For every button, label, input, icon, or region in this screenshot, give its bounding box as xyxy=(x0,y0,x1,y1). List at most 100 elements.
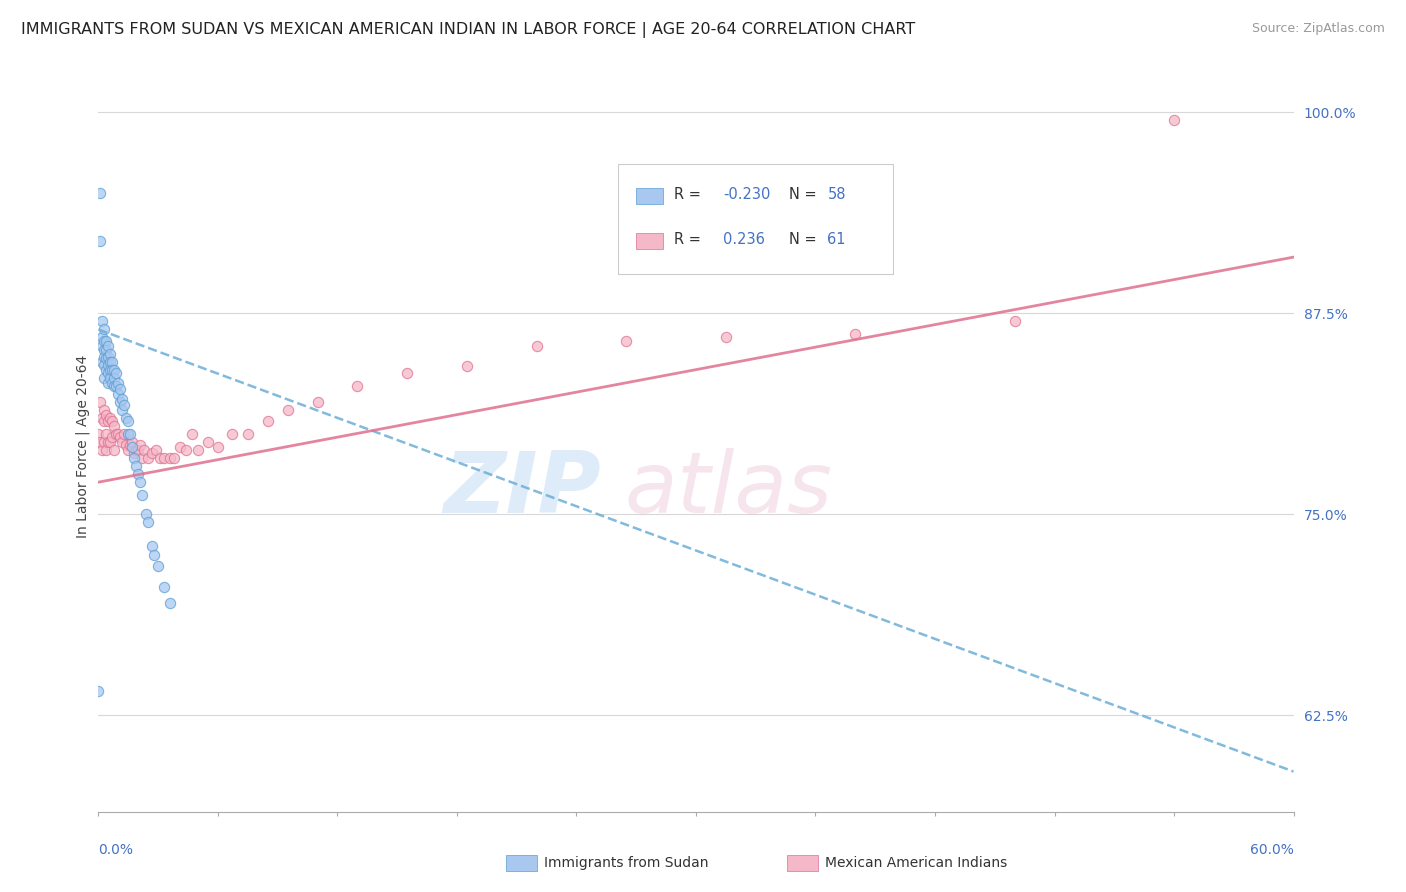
Point xyxy=(96,443,118,458)
Point xyxy=(181,426,204,441)
Point xyxy=(97,434,120,449)
Point xyxy=(236,426,259,441)
Point xyxy=(129,475,152,490)
Point xyxy=(97,338,120,352)
Point xyxy=(141,540,163,554)
Point xyxy=(101,430,124,444)
Point xyxy=(101,354,124,368)
Point xyxy=(93,358,115,372)
Point xyxy=(111,434,134,449)
Point xyxy=(91,443,114,458)
Point xyxy=(121,434,143,449)
Text: Immigrants from Sudan: Immigrants from Sudan xyxy=(544,855,709,870)
Point xyxy=(91,338,114,352)
Text: 0.0%: 0.0% xyxy=(98,843,134,857)
Point xyxy=(100,346,122,360)
Text: 0.236: 0.236 xyxy=(724,232,765,247)
Point xyxy=(89,186,111,200)
Point xyxy=(117,443,139,458)
Point xyxy=(124,446,146,460)
Point xyxy=(93,414,115,428)
Text: Source: ZipAtlas.com: Source: ZipAtlas.com xyxy=(1251,22,1385,36)
Point xyxy=(148,558,170,573)
Point xyxy=(307,394,329,409)
Point xyxy=(346,378,368,392)
Point xyxy=(125,443,148,458)
Point xyxy=(93,350,115,364)
Point xyxy=(103,362,125,376)
Point xyxy=(111,402,134,417)
Point xyxy=(96,362,118,376)
Point xyxy=(89,434,111,449)
Point xyxy=(96,351,118,366)
Text: -0.230: -0.230 xyxy=(724,187,770,202)
Point xyxy=(526,338,548,352)
Point xyxy=(1004,314,1026,328)
Point xyxy=(112,398,135,412)
Point xyxy=(100,362,122,376)
Point xyxy=(159,596,181,610)
Y-axis label: In Labor Force | Age 20-64: In Labor Force | Age 20-64 xyxy=(76,354,90,538)
Point xyxy=(100,434,122,449)
Point xyxy=(207,440,229,454)
Point xyxy=(174,443,197,458)
Point xyxy=(145,443,167,458)
Point xyxy=(96,426,118,441)
Point xyxy=(96,334,118,348)
Point xyxy=(221,426,243,441)
Point xyxy=(187,443,209,458)
Text: atlas: atlas xyxy=(624,449,832,532)
Point xyxy=(256,414,278,428)
Text: ZIP: ZIP xyxy=(443,449,600,532)
Point xyxy=(97,350,120,364)
Point xyxy=(107,386,129,401)
FancyBboxPatch shape xyxy=(619,164,893,274)
Point xyxy=(103,370,125,384)
Point xyxy=(93,402,115,417)
Point xyxy=(112,426,135,441)
Point xyxy=(96,343,118,358)
Point xyxy=(131,451,153,466)
Point xyxy=(120,426,142,441)
Point xyxy=(110,430,132,444)
Text: R =: R = xyxy=(675,187,706,202)
Point xyxy=(153,451,176,466)
Point xyxy=(87,426,110,441)
Point xyxy=(115,438,138,452)
Point xyxy=(197,434,219,449)
Point xyxy=(614,334,637,348)
Point xyxy=(127,443,149,458)
Point xyxy=(96,408,118,422)
Point xyxy=(89,234,111,248)
Point xyxy=(93,370,115,384)
Point xyxy=(117,414,139,428)
Point xyxy=(103,443,125,458)
Point xyxy=(103,378,125,392)
Point xyxy=(107,376,129,390)
Point xyxy=(456,359,478,374)
Point xyxy=(89,394,111,409)
Point xyxy=(149,451,172,466)
Point xyxy=(115,410,138,425)
Point xyxy=(1163,113,1185,128)
FancyBboxPatch shape xyxy=(637,188,662,204)
Point xyxy=(121,440,143,454)
Point xyxy=(101,414,124,428)
Point xyxy=(101,376,124,390)
Point xyxy=(129,438,152,452)
Point xyxy=(91,314,114,328)
Point xyxy=(117,426,139,441)
Point xyxy=(714,330,737,344)
Point xyxy=(100,370,122,384)
Point xyxy=(107,426,129,441)
Point xyxy=(127,467,149,482)
Text: 61: 61 xyxy=(827,232,846,247)
Point xyxy=(97,414,120,428)
Point xyxy=(143,548,166,562)
Point xyxy=(100,410,122,425)
Point xyxy=(91,410,114,425)
Point xyxy=(97,358,120,372)
Text: N =: N = xyxy=(789,187,821,202)
Text: 58: 58 xyxy=(827,187,846,202)
Point xyxy=(101,362,124,376)
